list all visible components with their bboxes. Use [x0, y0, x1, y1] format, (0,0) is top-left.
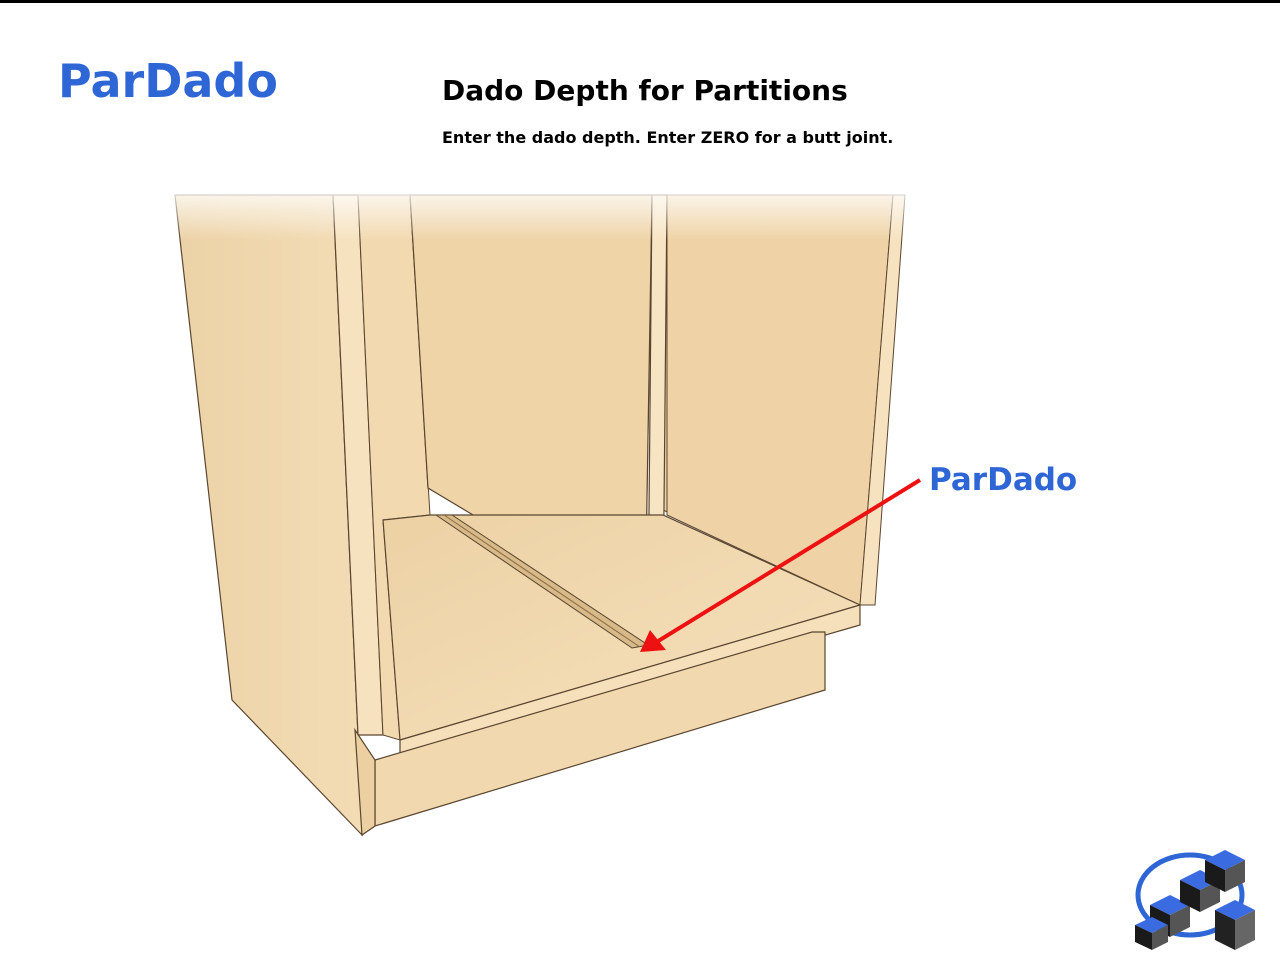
page-subtitle: Enter the dado depth. Enter ZERO for a b… [442, 128, 894, 147]
pardado-callout-label: ParDado [929, 462, 1078, 498]
top-fade [160, 180, 930, 240]
company-logo-icon [1135, 850, 1255, 950]
page-title: Dado Depth for Partitions [442, 74, 848, 107]
left-side-exterior [174, 194, 363, 837]
toe-kick-side [354, 727, 376, 837]
callout-arrow-line [653, 478, 922, 645]
brand-title: ParDado [58, 54, 278, 108]
top-rule [0, 0, 1280, 3]
callout-arrowhead [640, 630, 666, 652]
